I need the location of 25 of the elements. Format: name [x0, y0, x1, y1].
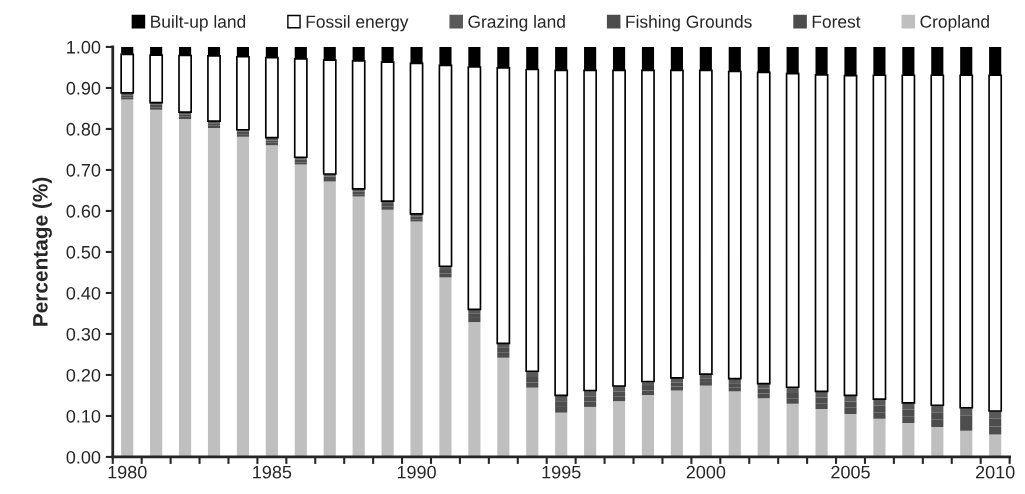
y-tick-label: 1.00: [67, 40, 101, 54]
y-tick-label: 0.80: [66, 122, 101, 136]
y-tick-label: 0.40: [66, 286, 101, 300]
legend-label: Fishing Grounds: [626, 15, 752, 32]
y-tick-label: 0.60: [66, 204, 101, 218]
y-tick-label: 0.00: [66, 450, 101, 464]
y-tick-label: 0.90: [66, 81, 101, 95]
x-tick-label: 2005: [831, 465, 870, 479]
y-tick-label: 0.70: [66, 163, 101, 177]
y-tick-label: 0.30: [66, 327, 101, 341]
y-tick-label: 0.10: [66, 409, 101, 423]
legend-label: Built-up land: [151, 15, 246, 32]
legend-label: Forest: [812, 15, 861, 28]
y-tick-label: 0.50: [66, 245, 101, 259]
legend-label: Fossil energy: [306, 15, 409, 32]
y-tick-label: 0.20: [66, 368, 101, 382]
x-tick-label: 1980: [108, 465, 147, 479]
x-tick-label: 2010: [975, 465, 1015, 479]
x-tick-label: 1985: [253, 465, 292, 479]
legend-label: Grazing land: [468, 15, 565, 32]
x-tick-label: 1995: [542, 465, 581, 479]
x-tick-label: 2000: [686, 465, 726, 479]
legend-label: Cropland: [920, 15, 989, 32]
y-axis-title: Percentage (%): [32, 177, 52, 326]
x-tick-label: 1990: [397, 465, 436, 479]
